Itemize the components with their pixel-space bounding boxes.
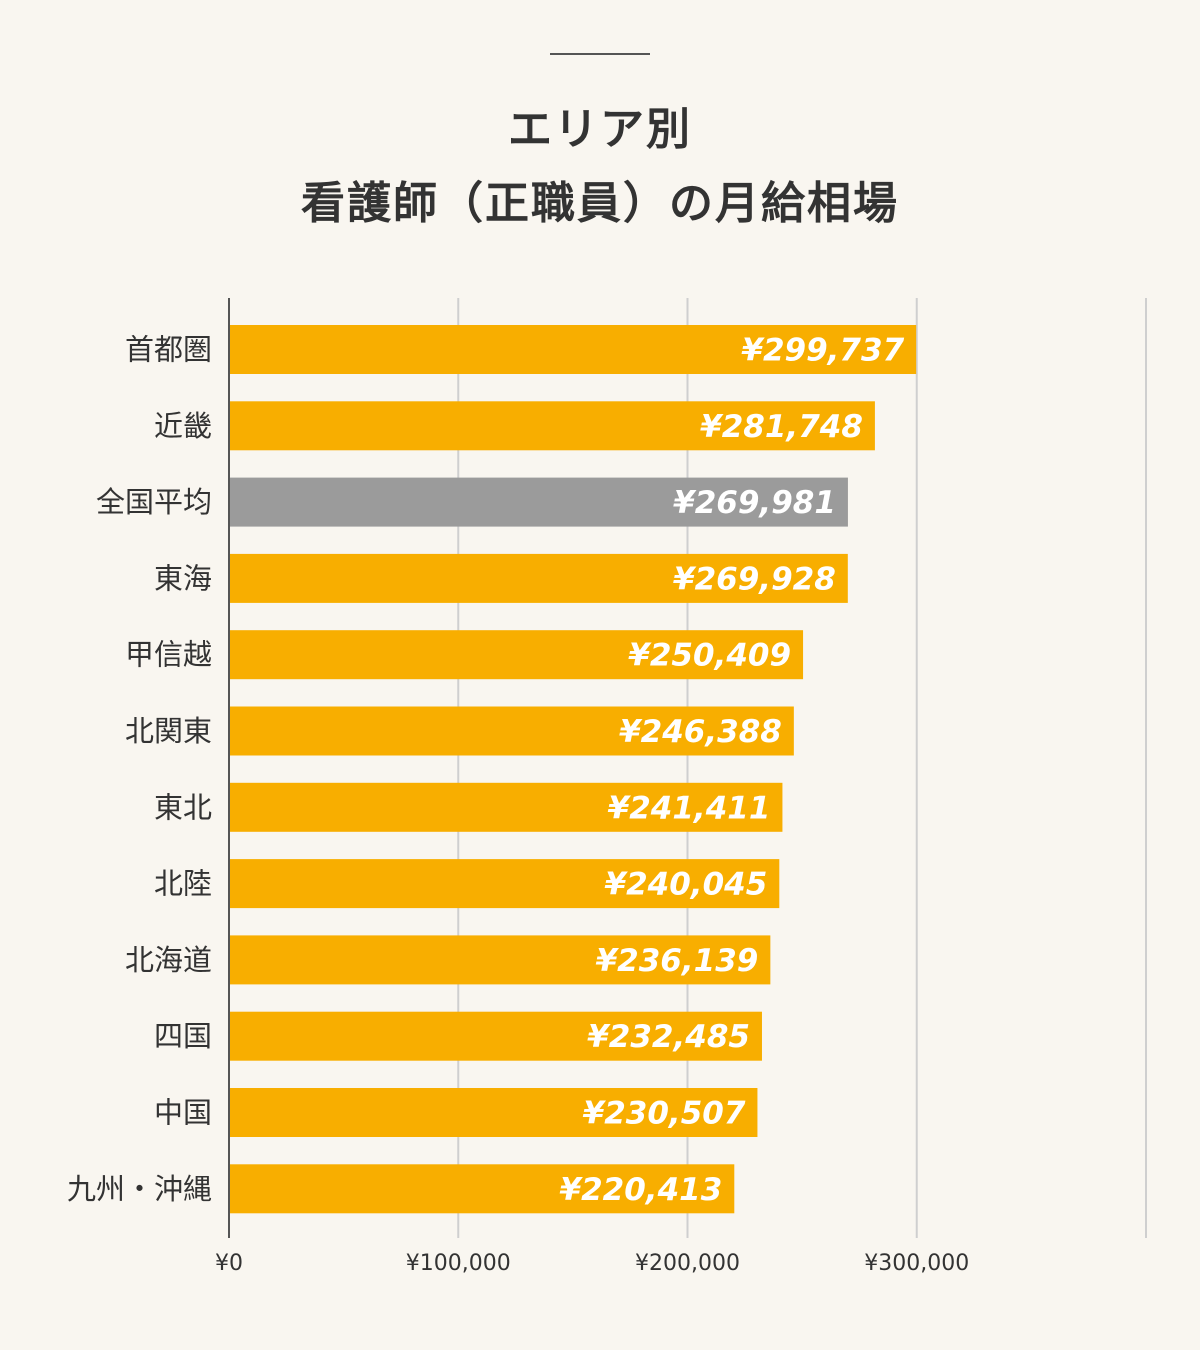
bar-national-average <box>229 477 848 527</box>
bar <box>229 325 917 374</box>
bar-value-label: ¥220,413 <box>560 1172 723 1208</box>
bar <box>229 553 848 603</box>
y-category-label: 近畿 <box>154 409 212 443</box>
bar-value-label: ¥299,737 <box>741 333 904 369</box>
chart-subtitle: 看護師（正職員）の月給相場 <box>301 178 899 229</box>
y-category-label: 中国 <box>154 1096 212 1130</box>
bar <box>229 782 783 832</box>
bar <box>229 1011 762 1061</box>
bars <box>229 325 917 1214</box>
bar <box>229 630 804 680</box>
gridlines <box>457 298 1147 1238</box>
bar-value-label: ¥269,981 <box>673 485 836 521</box>
bar-value-label: ¥269,928 <box>673 561 836 597</box>
y-category-label: 九州・沖縄 <box>67 1172 212 1206</box>
x-tick-label: ¥100,000 <box>406 1251 511 1276</box>
bar <box>229 706 794 756</box>
y-category-label: 甲信越 <box>125 638 212 672</box>
y-category-label: 北海道 <box>125 943 212 977</box>
bar-value-label: ¥250,409 <box>628 638 791 674</box>
y-category-label: 北関東 <box>125 714 212 748</box>
y-category-label: 四国 <box>154 1019 212 1053</box>
bar-value-label: ¥241,411 <box>608 790 771 826</box>
title-divider <box>550 53 650 55</box>
y-category-label: 北陸 <box>154 867 212 901</box>
chart-title: エリア別 <box>508 104 692 155</box>
bar-value-label: ¥230,507 <box>583 1096 746 1132</box>
labels: ¥0 ¥100,000 ¥200,000 ¥300,000 首都圏 ¥299,737 近畿 ¥… <box>67 333 969 1277</box>
bar <box>229 401 875 451</box>
y-category-label: 全国平均 <box>96 485 212 519</box>
y-category-label: 首都圏 <box>125 333 212 367</box>
bar-value-label: ¥246,388 <box>619 714 782 750</box>
x-tick-label: ¥0 <box>215 1251 243 1276</box>
bar-value-label: ¥232,485 <box>587 1019 750 1055</box>
bar <box>229 935 771 985</box>
bar <box>229 1088 758 1137</box>
bar-value-label: ¥236,139 <box>596 943 759 979</box>
bar <box>229 1164 735 1214</box>
bar-value-label: ¥281,748 <box>700 409 863 445</box>
y-category-label: 東北 <box>154 790 212 824</box>
x-tick-label: ¥200,000 <box>635 1251 740 1276</box>
bar-value-label: ¥240,045 <box>605 867 768 903</box>
bar <box>229 859 780 909</box>
y-category-label: 東海 <box>154 561 212 595</box>
x-tick-label: ¥300,000 <box>864 1251 969 1276</box>
